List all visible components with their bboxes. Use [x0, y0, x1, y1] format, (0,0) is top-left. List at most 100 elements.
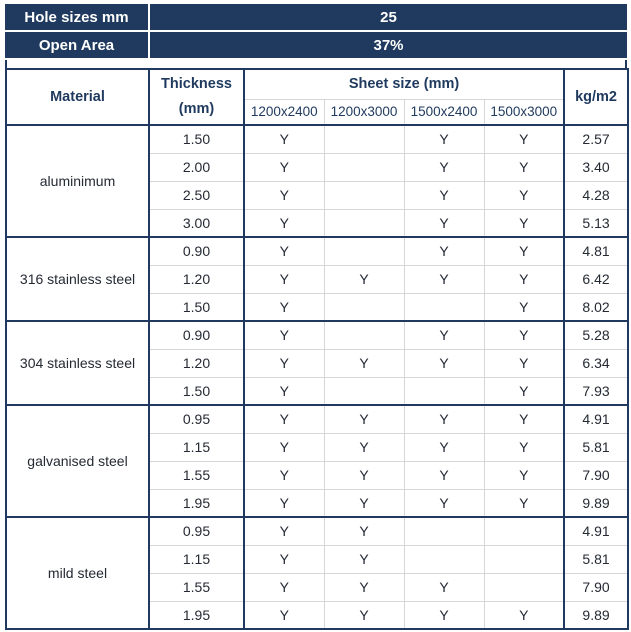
size-cell: Y	[403, 572, 484, 601]
size-cell: Y	[243, 460, 324, 489]
header-size-1200x2400: 1200x2400	[243, 98, 324, 125]
table-row: 1.95 Y Y Y Y 9.89	[6, 600, 629, 629]
header-material: Material	[50, 89, 105, 105]
header-size-1500x3000: 1500x3000	[483, 98, 565, 125]
kg-cell: 6.34	[563, 348, 629, 377]
size-cell: Y	[243, 517, 324, 545]
size-cell	[323, 180, 404, 209]
size-cell: Y	[403, 125, 484, 153]
material-spec-table: Material Thickness (mm) Sheet size (mm) …	[5, 68, 630, 630]
header-size-1200x3000: 1200x3000	[323, 98, 404, 125]
size-cell: Y	[403, 264, 484, 293]
size-cell: Y	[243, 488, 324, 517]
size-cell	[323, 125, 404, 153]
thickness-cell: 1.55	[148, 460, 244, 489]
kg-cell: 5.28	[563, 321, 629, 349]
size-cell: Y	[483, 180, 565, 209]
header-thickness-line2: (mm)	[178, 101, 215, 117]
material-cell: 304 stainless steel	[19, 355, 136, 371]
kg-cell: 5.81	[563, 432, 629, 461]
size-cell	[483, 544, 565, 573]
table-row: 2.00 Y Y Y 3.40	[6, 152, 629, 181]
size-cell: Y	[243, 572, 324, 601]
size-cell: Y	[403, 208, 484, 237]
kg-cell: 7.93	[563, 376, 629, 405]
size-cell	[323, 376, 404, 405]
section-304-stainless-steel: 304 stainless steel 0.90 Y Y Y 5.28 1.20…	[6, 321, 629, 405]
kg-cell: 8.02	[563, 292, 629, 321]
thickness-cell: 1.20	[148, 348, 244, 377]
thickness-cell: 2.50	[148, 180, 244, 209]
material-cell: mild steel	[47, 565, 108, 581]
kg-cell: 4.28	[563, 180, 629, 209]
section-aluminimum: aluminimum 1.50 Y Y Y 2.57 2.00 Y Y Y 3.…	[6, 125, 629, 237]
table-row: 1.15 Y Y 5.81	[6, 544, 629, 573]
size-cell: Y	[323, 405, 404, 433]
thickness-cell: 1.55	[148, 572, 244, 601]
hole-sizes-label: Hole sizes mm	[5, 4, 148, 30]
thickness-cell: 1.15	[148, 432, 244, 461]
size-cell: Y	[483, 348, 565, 377]
size-cell: Y	[323, 544, 404, 573]
size-cell: Y	[323, 264, 404, 293]
size-cell: Y	[243, 348, 324, 377]
size-cell: Y	[243, 600, 324, 629]
size-cell	[483, 572, 565, 601]
size-cell: Y	[323, 517, 404, 545]
size-cell: Y	[483, 264, 565, 293]
size-cell: Y	[243, 237, 324, 265]
size-cell: Y	[243, 264, 324, 293]
section-galvanised-steel: galvanised steel 0.95 Y Y Y Y 4.91 1.15 …	[6, 405, 629, 517]
size-cell: Y	[243, 292, 324, 321]
thickness-cell: 1.50	[148, 292, 244, 321]
size-cell: Y	[323, 348, 404, 377]
kg-cell: 4.91	[563, 405, 629, 433]
size-cell: Y	[243, 376, 324, 405]
thickness-cell: 0.95	[148, 517, 244, 545]
size-cell: Y	[323, 600, 404, 629]
thickness-cell: 0.95	[148, 405, 244, 433]
table-row: 316 stainless steel 0.90 Y Y Y 4.81	[6, 237, 629, 287]
size-cell: Y	[243, 544, 324, 573]
size-cell: Y	[483, 125, 565, 153]
table-row: mild steel 0.95 Y Y 4.91	[6, 517, 629, 581]
open-area-label: Open Area	[5, 32, 148, 58]
thickness-cell: 1.50	[148, 125, 244, 153]
thickness-cell: 1.20	[148, 264, 244, 293]
thickness-cell: 2.00	[148, 152, 244, 181]
hole-sizes-value: 25	[150, 4, 627, 30]
size-cell: Y	[483, 321, 565, 349]
section-mild-steel: mild steel 0.95 Y Y 4.91 1.15 Y Y 5.81 1…	[6, 517, 629, 629]
size-cell: Y	[243, 152, 324, 181]
size-cell: Y	[243, 125, 324, 153]
header-kg: kg/m2	[563, 69, 629, 125]
table-row: 3.00 Y Y Y 5.13	[6, 208, 629, 237]
table-row: 1.20 Y Y Y Y 6.42	[6, 264, 629, 293]
banner-row-open-area: Open Area 37%	[5, 32, 627, 58]
table-row: 1.20 Y Y Y Y 6.34	[6, 348, 629, 377]
table-row: 304 stainless steel 0.90 Y Y Y 5.28	[6, 321, 629, 371]
table-row: 1.55 Y Y Y 7.90	[6, 572, 629, 601]
size-cell: Y	[403, 180, 484, 209]
size-cell: Y	[483, 432, 565, 461]
size-cell: Y	[323, 488, 404, 517]
kg-cell: 6.42	[563, 264, 629, 293]
table-row: 1.95 Y Y Y Y 9.89	[6, 488, 629, 517]
size-cell: Y	[323, 460, 404, 489]
size-cell: Y	[483, 405, 565, 433]
kg-cell: 5.81	[563, 544, 629, 573]
size-cell: Y	[483, 460, 565, 489]
kg-cell: 4.91	[563, 517, 629, 545]
thickness-cell: 1.95	[148, 600, 244, 629]
size-cell: Y	[483, 292, 565, 321]
size-cell: Y	[243, 208, 324, 237]
kg-cell: 7.90	[563, 572, 629, 601]
size-cell: Y	[403, 460, 484, 489]
table-header: Material Thickness (mm) Sheet size (mm) …	[6, 69, 629, 125]
banner-table-spacer	[5, 60, 627, 68]
section-316-stainless-steel: 316 stainless steel 0.90 Y Y Y 4.81 1.20…	[6, 237, 629, 321]
size-cell: Y	[323, 432, 404, 461]
banner-row-hole-sizes: Hole sizes mm 25	[5, 4, 627, 30]
table-row: 1.50 Y Y 8.02	[6, 292, 629, 321]
thickness-cell: 1.15	[148, 544, 244, 573]
